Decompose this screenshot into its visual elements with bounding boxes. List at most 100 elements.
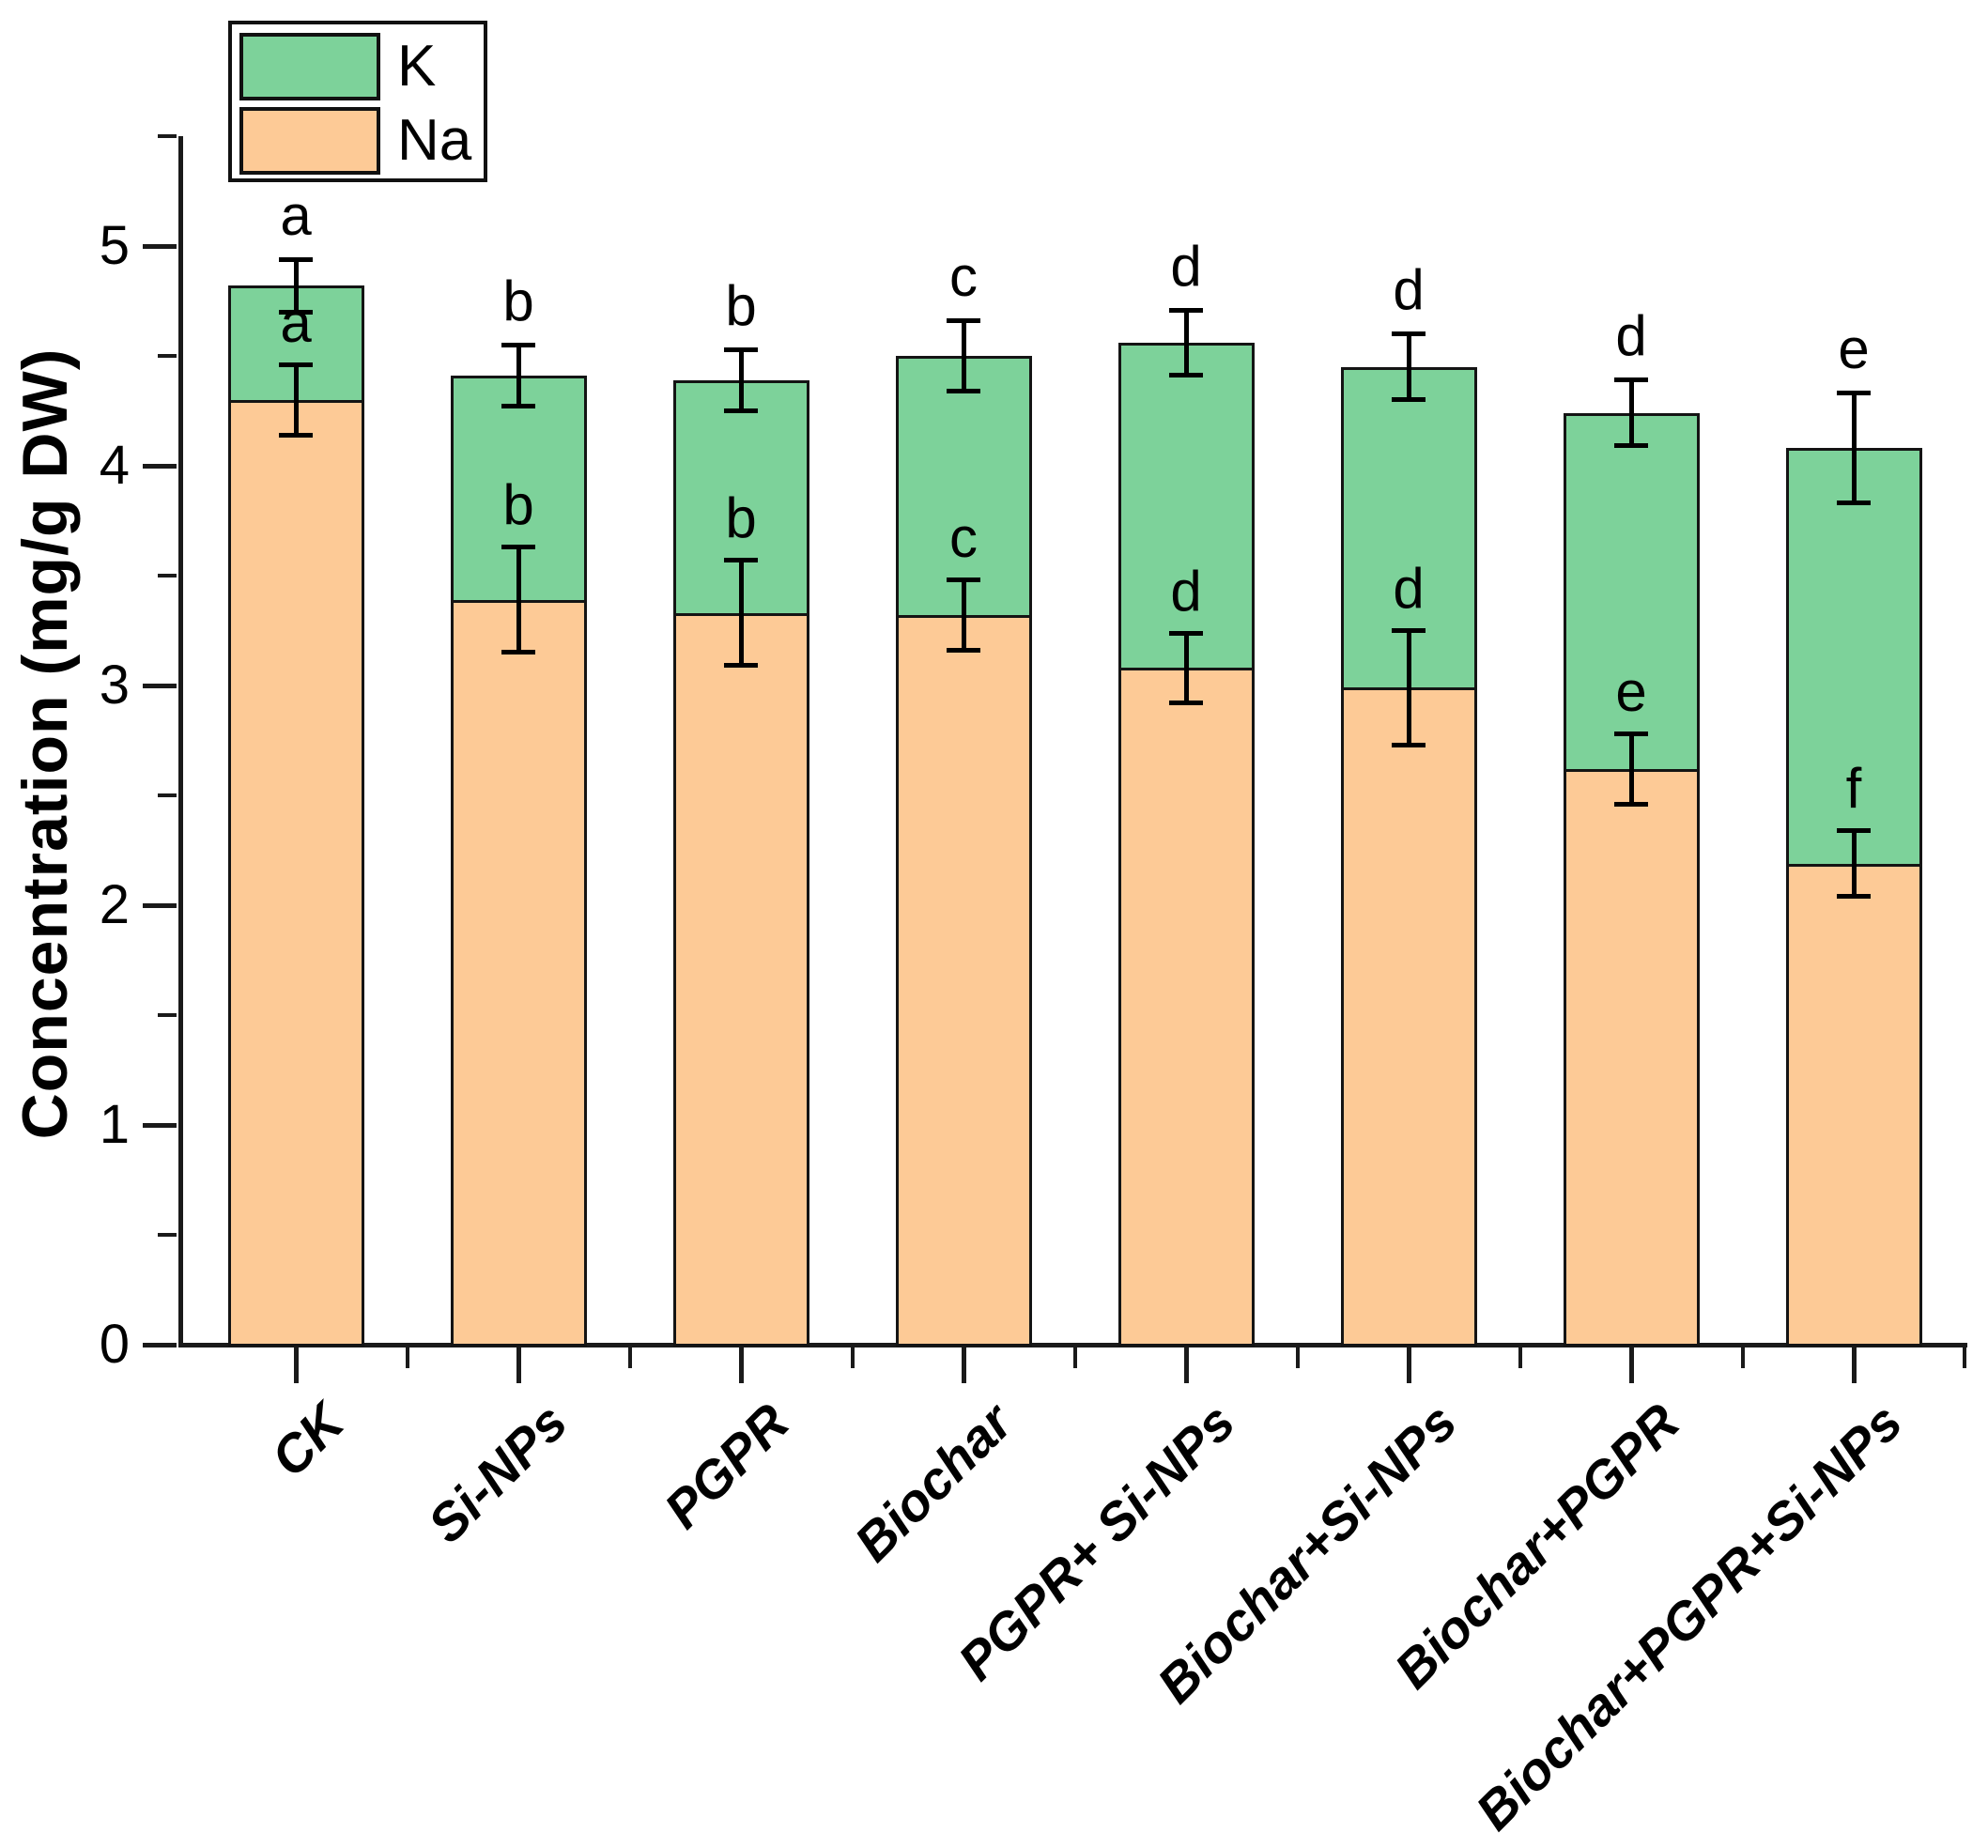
error-bar-line (1851, 391, 1857, 506)
x-boundary-tick (1518, 1348, 1522, 1368)
x-major-tick (1407, 1348, 1411, 1383)
y-minor-tick (158, 574, 177, 578)
sig-letter-na: a (280, 291, 312, 355)
y-tick-label: 2 (99, 874, 130, 935)
legend-label-na: Na (397, 108, 472, 173)
x-major-tick (739, 1348, 744, 1383)
bar-na-segment (1340, 687, 1477, 1347)
x-boundary-tick (1963, 1348, 1966, 1368)
error-bar-total (1837, 391, 1871, 506)
sig-letter-total: b (725, 273, 757, 337)
error-bar-line (1406, 628, 1411, 747)
error-bar-line (516, 342, 521, 409)
y-tick-label: 5 (99, 215, 130, 276)
sig-letter-na: c (949, 506, 978, 570)
x-boundary-tick (1072, 1348, 1077, 1368)
error-bar-total (1392, 331, 1426, 403)
y-major-tick (143, 244, 177, 249)
error-bar-total (501, 342, 535, 409)
x-boundary-tick (1740, 1348, 1745, 1368)
error-bar-na (1837, 828, 1871, 899)
error-bar-na (947, 578, 980, 653)
error-bar-na (724, 558, 758, 669)
error-bar-na (279, 362, 313, 438)
y-tick-label: 3 (99, 654, 130, 716)
y-axis-line (178, 136, 183, 1348)
bar-na-segment (1563, 768, 1700, 1347)
x-axis-line (178, 1343, 1967, 1348)
bar-na-segment (895, 615, 1032, 1347)
y-minor-tick (158, 354, 177, 358)
error-bar-total (724, 346, 758, 413)
sig-letter-na: d (1170, 559, 1202, 623)
error-bar-total (279, 256, 313, 315)
error-bar-line (1406, 331, 1411, 403)
y-major-tick (143, 464, 177, 469)
sig-letter-na: f (1845, 757, 1862, 821)
bar-na-segment (1117, 668, 1255, 1347)
y-minor-tick (158, 793, 177, 797)
sig-letter-na: b (502, 473, 534, 537)
y-minor-tick (158, 1013, 177, 1017)
y-major-tick (143, 1123, 177, 1128)
error-bar-line (516, 545, 521, 655)
x-major-tick (1629, 1348, 1634, 1383)
y-major-tick (143, 684, 177, 688)
x-tick-label: PGPR (653, 1392, 801, 1540)
bar-na-segment (450, 599, 587, 1347)
error-bar-line (738, 558, 744, 669)
legend: K Na (228, 21, 487, 182)
sig-letter-na: d (1393, 557, 1425, 621)
error-bar-line (1628, 732, 1634, 807)
error-bar-line (961, 318, 966, 393)
error-bar-line (738, 346, 744, 413)
sig-letter-total: b (502, 269, 534, 332)
error-bar-na (1392, 628, 1426, 747)
y-major-tick (143, 1343, 177, 1348)
error-bar-total (1169, 307, 1203, 378)
x-major-tick (962, 1348, 966, 1383)
error-bar-line (293, 362, 299, 438)
y-minor-tick (158, 134, 177, 138)
y-major-tick (143, 903, 177, 908)
y-tick-label: 1 (99, 1094, 130, 1155)
x-major-tick (1852, 1348, 1857, 1383)
sig-letter-total: a (280, 183, 312, 247)
bar-k-segment (1117, 342, 1255, 671)
legend-label-k: K (397, 34, 437, 99)
x-boundary-tick (850, 1348, 855, 1368)
error-bar-line (1628, 377, 1634, 449)
x-tick-label: Si-NPs (415, 1392, 578, 1554)
error-bar-na (1169, 630, 1203, 706)
error-bar-line (1183, 307, 1189, 378)
sig-letter-total: e (1838, 317, 1870, 381)
x-boundary-tick (405, 1348, 409, 1368)
error-bar-line (1183, 630, 1189, 706)
x-major-tick (1184, 1348, 1189, 1383)
sig-letter-total: d (1615, 304, 1647, 368)
error-bar-line (293, 256, 299, 315)
x-major-tick (516, 1348, 521, 1383)
error-bar-line (1851, 828, 1857, 899)
x-tick-label: CK (259, 1392, 356, 1488)
bar-na-segment (227, 399, 364, 1347)
y-minor-tick (158, 1233, 177, 1237)
sig-letter-total: c (949, 245, 978, 309)
legend-swatch-k (239, 33, 380, 100)
error-bar-total (1614, 377, 1648, 449)
bar-k-segment (1785, 448, 1922, 867)
bar-na-segment (672, 612, 809, 1347)
x-boundary-tick (627, 1348, 632, 1368)
y-tick-label: 0 (99, 1314, 130, 1375)
bar-na-segment (1785, 863, 1922, 1347)
x-tick-label: Biochar (842, 1392, 1024, 1573)
sig-letter-na: b (725, 486, 757, 550)
sig-letter-total: d (1170, 234, 1202, 298)
y-tick-label: 4 (99, 435, 130, 496)
x-tick-label: Biochar+PGPR+Si-NPs (1464, 1392, 1914, 1841)
sig-letter-total: d (1393, 258, 1425, 322)
error-bar-na (1614, 732, 1648, 807)
x-boundary-tick (1295, 1348, 1300, 1368)
